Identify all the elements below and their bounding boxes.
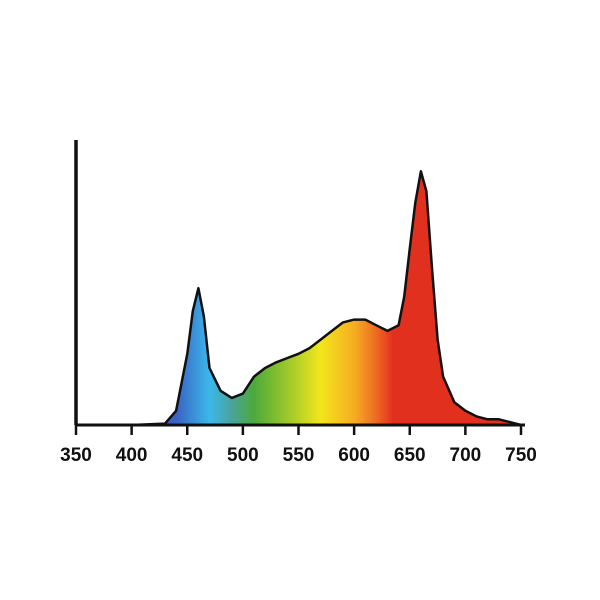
spectrum-area xyxy=(76,171,521,425)
x-tick-label: 700 xyxy=(450,445,482,466)
x-tick-label: 600 xyxy=(338,445,370,466)
x-tick-label: 550 xyxy=(283,445,315,466)
x-tick-label: 400 xyxy=(116,445,148,466)
x-tick-label: 650 xyxy=(394,445,426,466)
x-tick-label: 350 xyxy=(60,445,92,466)
x-tick-label: 450 xyxy=(171,445,203,466)
x-tick-label: 750 xyxy=(505,445,537,466)
spectrum-line xyxy=(76,170,522,427)
x-tick-label: 500 xyxy=(227,445,259,466)
